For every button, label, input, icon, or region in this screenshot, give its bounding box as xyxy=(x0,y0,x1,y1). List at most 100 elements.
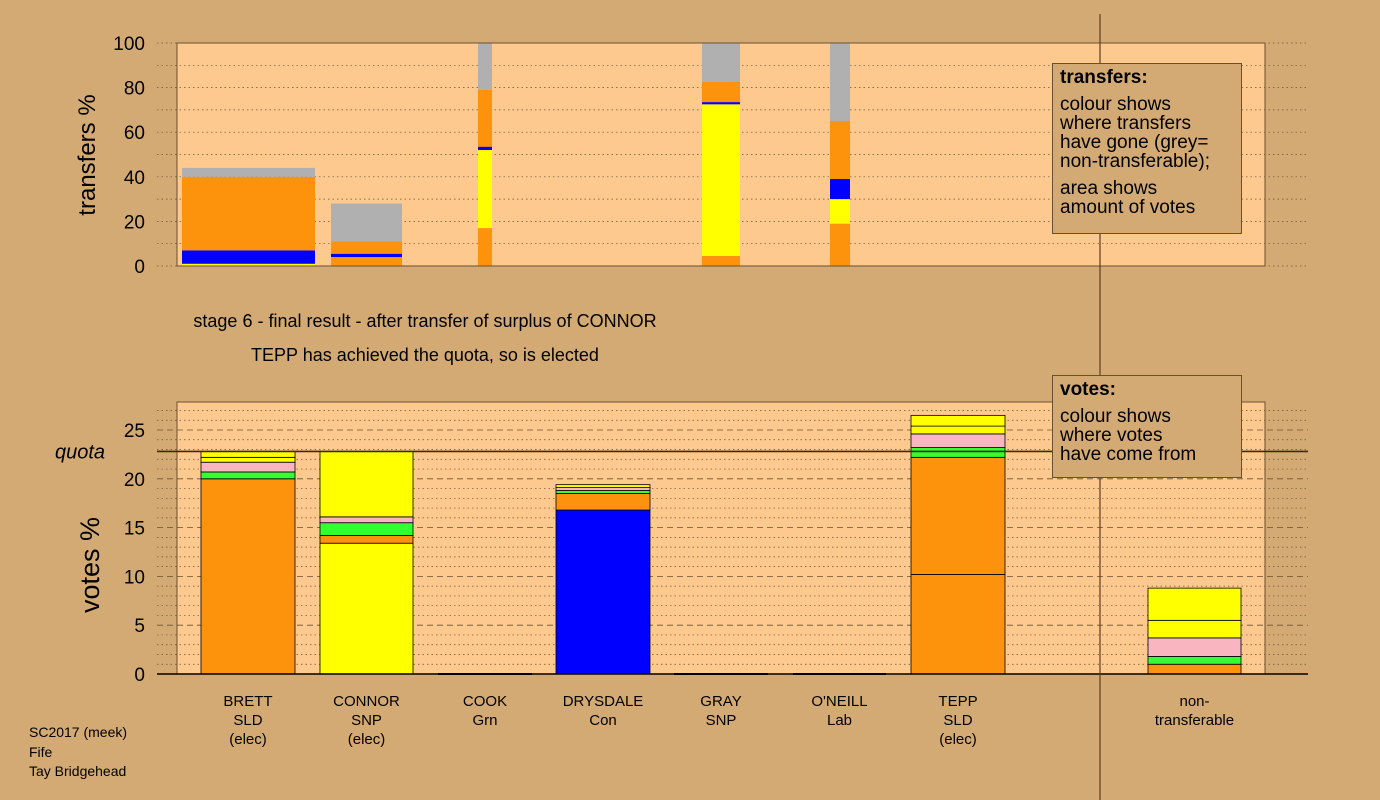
stage-caption-2: TEPP has achieved the quota, so is elect… xyxy=(0,345,1115,366)
candidate-label: (elec) xyxy=(939,731,977,748)
transfer-bar-segment xyxy=(331,253,402,258)
candidate-label: (elec) xyxy=(229,731,267,748)
transfer-bar-segment xyxy=(830,199,850,224)
transfer-bar-segment xyxy=(702,43,740,83)
vote-bar-segment xyxy=(1147,656,1242,665)
vote-bar-segment xyxy=(319,535,414,544)
footer-line: Tay Bridgehead xyxy=(29,763,127,779)
transfer-bar-segment xyxy=(478,228,492,266)
votes-legend-line: have come from xyxy=(1060,444,1197,465)
transfer-bar-segment xyxy=(478,43,492,90)
votes-legend-title: votes: xyxy=(1060,379,1116,400)
transfer-bar-segment xyxy=(702,255,740,266)
transfer-bar-segment xyxy=(182,250,315,264)
transfers-legend-line: where transfers xyxy=(1060,113,1191,134)
transfers-legend-line: colour shows xyxy=(1060,94,1171,115)
vote-bar-segment xyxy=(200,461,296,473)
candidate-label: transferable xyxy=(1155,712,1234,729)
transfer-bar-segment xyxy=(830,223,850,266)
transfers-plot-border xyxy=(176,42,1266,267)
transfers-legend-line: non-transferable); xyxy=(1060,151,1210,172)
transfer-bar-segment xyxy=(478,150,492,229)
transfer-bar-segment xyxy=(702,82,740,103)
votes-tick-label: 5 xyxy=(134,616,145,637)
transfers-tick-label: 80 xyxy=(124,79,145,100)
transfers-tick-label: 20 xyxy=(124,212,145,233)
vote-bar-segment xyxy=(555,493,651,511)
transfers-legend-title: transfers: xyxy=(1060,67,1148,88)
transfers-legend-line: have gone (grey= xyxy=(1060,132,1209,153)
vote-bar-segment xyxy=(1147,663,1242,675)
vote-bar-segment xyxy=(319,516,414,524)
stage-caption-line1: stage 6 - final result - after transfer … xyxy=(193,311,657,331)
votes-tick-label: 25 xyxy=(124,421,145,442)
transfer-bar-segment xyxy=(478,146,492,151)
transfer-bar-segment xyxy=(182,263,315,266)
transfers-legend-line: area shows xyxy=(1060,178,1158,199)
vote-bar-segment xyxy=(910,574,1006,675)
votes-legend: votes: colour shows where votes have com… xyxy=(1052,375,1242,478)
votes-axis-title: votes % xyxy=(75,517,105,613)
candidate-label: non- xyxy=(1179,693,1209,710)
votes-tick-label: 15 xyxy=(124,519,145,540)
candidate-label: Grn xyxy=(472,712,497,729)
transfer-bar-segment xyxy=(830,179,850,200)
candidate-label: CONNOR xyxy=(333,693,400,710)
candidate-label: TEPP xyxy=(938,693,977,710)
transfer-bar-segment xyxy=(182,176,315,251)
vote-bar-segment xyxy=(555,484,651,488)
candidate-label: Lab xyxy=(827,712,852,729)
transfers-legend-text-b: area shows amount of votes xyxy=(1060,179,1234,217)
transfer-bar-segment xyxy=(478,89,492,147)
vote-bar-segment xyxy=(910,425,1006,435)
transfers-legend: transfers: colour shows where transfers … xyxy=(1052,63,1242,234)
candidate-label: BRETT xyxy=(223,693,272,710)
vote-bar-segment xyxy=(910,433,1006,448)
vote-bar-segment xyxy=(555,490,651,494)
vote-bar-segment xyxy=(555,487,651,491)
stage-caption: stage 6 - final result - after transfer … xyxy=(0,311,1115,332)
vote-bar-segment xyxy=(1147,619,1242,639)
vote-bar-segment xyxy=(319,522,414,536)
transfers-tick-label: 100 xyxy=(113,34,145,55)
candidate-label: SLD xyxy=(943,712,972,729)
candidate-label: (elec) xyxy=(348,731,386,748)
candidate-label: DRYSDALE xyxy=(563,693,644,710)
stage-caption-line2: TEPP has achieved the quota, so is elect… xyxy=(251,345,599,365)
vote-bar-segment xyxy=(200,456,296,463)
transfer-bar-segment xyxy=(331,257,402,266)
transfer-bar-segment xyxy=(331,203,402,242)
candidate-labels: BRETT SLD (elec) CONNOR SNP (elec) COOK Grn DRYS… xyxy=(223,693,1234,748)
votes-legend-line: colour shows xyxy=(1060,406,1171,427)
votes-tick-label: 0 xyxy=(134,665,145,686)
vote-bar-segment xyxy=(200,478,296,675)
vote-bar-segment xyxy=(1147,587,1242,621)
candidate-label: SNP xyxy=(706,712,737,729)
transfers-legend-text-a: colour shows where transfers have gone (… xyxy=(1060,95,1234,171)
transfers-tick-label: 0 xyxy=(134,257,145,278)
vote-bar-segment xyxy=(555,509,651,675)
transfers-legend-line: amount of votes xyxy=(1060,197,1196,218)
transfer-bar-segment xyxy=(702,104,740,256)
vote-bar-segment xyxy=(319,542,414,675)
transfer-bar-segment xyxy=(331,241,402,254)
vote-bar-segment xyxy=(910,414,1006,427)
transfers-axis-title: transfers % xyxy=(74,94,101,215)
candidate-label: SNP xyxy=(351,712,382,729)
vote-bar-segment xyxy=(910,456,1006,575)
votes-tick-label: 20 xyxy=(124,470,145,491)
candidate-label: O'NEILL xyxy=(811,693,867,710)
candidate-label: GRAY xyxy=(700,693,741,710)
vote-bar-segment xyxy=(200,471,296,480)
vote-bar-segment xyxy=(1147,637,1242,657)
vote-bar-segment xyxy=(910,447,1006,458)
votes-legend-line: where votes xyxy=(1060,425,1163,446)
transfer-bar-segment xyxy=(830,121,850,180)
footer-info: SC2017 (meek) Fife Tay Bridgehead xyxy=(29,723,127,782)
candidate-label: SLD xyxy=(233,712,262,729)
candidate-label: Con xyxy=(589,712,617,729)
transfers-tick-label: 60 xyxy=(124,123,145,144)
vote-bar-segment xyxy=(200,451,296,458)
candidate-label: COOK xyxy=(463,693,507,710)
transfers-tick-label: 40 xyxy=(124,168,145,189)
